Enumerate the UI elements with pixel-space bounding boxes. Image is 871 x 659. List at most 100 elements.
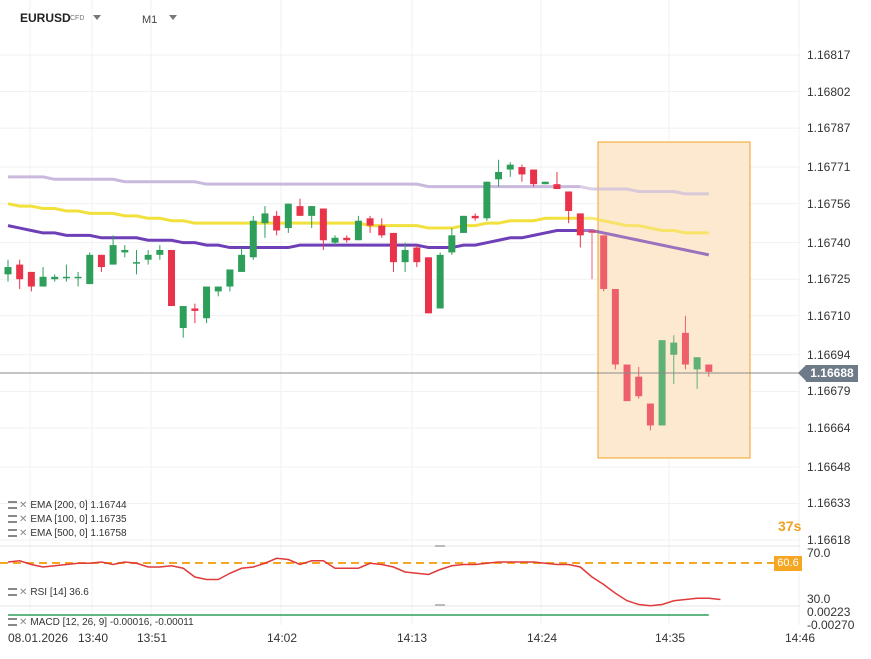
time-tick-label: 13:51: [137, 631, 168, 645]
candle-body: [670, 342, 678, 355]
candle-body: [109, 245, 117, 265]
time-tick-label: 14:13: [397, 631, 428, 645]
remove-icon[interactable]: ✕: [19, 500, 28, 511]
timeframe-selector[interactable]: M1: [142, 14, 158, 26]
candle: [296, 198, 304, 216]
candle-body: [284, 203, 292, 229]
candle: [86, 252, 94, 285]
candle: [401, 242, 409, 272]
candle: [156, 245, 164, 260]
candle: [168, 249, 176, 307]
candle: [518, 164, 526, 182]
candle-body: [39, 276, 47, 287]
candle-body: [576, 213, 584, 236]
candle: [506, 162, 514, 177]
indicator-legend-ema500[interactable]: ✕ EMA [500, 0] 1.16758: [8, 528, 127, 539]
candle-body: [471, 215, 479, 219]
rsi-level-tag: 60.6: [774, 556, 802, 571]
ema100-line: [580, 216, 709, 235]
candle: [62, 264, 70, 282]
indicator-label: EMA [200, 0] 1.16744: [30, 500, 127, 511]
candle: [261, 206, 269, 238]
candle-body: [635, 376, 643, 397]
remove-icon[interactable]: ✕: [19, 587, 28, 598]
candle: [635, 366, 643, 399]
indicator-label: MACD [12, 26, 9] -0.00016, -0.00011: [30, 617, 194, 628]
remove-icon[interactable]: ✕: [19, 528, 28, 539]
ema200-line: [580, 228, 710, 257]
settings-icon[interactable]: [8, 515, 17, 524]
candle: [553, 171, 561, 190]
panel-resize-handle[interactable]: [435, 545, 445, 547]
candle: [541, 181, 549, 185]
symbol-name[interactable]: EURUSD: [20, 11, 71, 25]
candle-body: [132, 262, 140, 264]
candle-body: [389, 232, 397, 263]
candle: [600, 235, 608, 292]
indicator-legend-ema200[interactable]: ✕ EMA [200, 0] 1.16744: [8, 500, 127, 511]
time-tick-label: 14:02: [267, 631, 298, 645]
candle-body: [588, 230, 596, 233]
candle: [331, 235, 339, 246]
panel-resize-handle[interactable]: [435, 604, 445, 606]
candle: [448, 228, 456, 255]
settings-icon[interactable]: [8, 588, 17, 597]
symbol-dropdown-icon[interactable]: [93, 15, 101, 20]
candle: [705, 364, 713, 377]
indicator-legend-ema100[interactable]: ✕ EMA [100, 0] 1.16735: [8, 514, 127, 525]
remove-icon[interactable]: ✕: [19, 617, 28, 628]
candle-body: [191, 308, 199, 311]
timeframe-dropdown-icon[interactable]: [169, 15, 177, 20]
indicator-legend-macd[interactable]: ✕ MACD [12, 26, 9] -0.00016, -0.00011: [8, 617, 194, 628]
candle: [249, 215, 257, 260]
price-tick-label: 1.16756: [807, 196, 851, 211]
highlight-rectangle[interactable]: [597, 141, 751, 459]
settings-icon[interactable]: [8, 501, 17, 510]
price-tick-label: 1.16648: [807, 459, 851, 474]
current-price-arrow-icon: [798, 365, 806, 381]
candle: [495, 159, 503, 187]
candle: [565, 191, 573, 224]
candle-body: [238, 254, 246, 272]
candle: [471, 213, 479, 221]
candle: [109, 235, 117, 265]
ema200-line: [7, 224, 581, 250]
candle-body: [168, 249, 176, 307]
candle-body: [179, 306, 187, 328]
candle: [132, 249, 140, 275]
chart-grid: [0, 0, 800, 625]
candle: [121, 245, 129, 258]
candle: [354, 215, 362, 241]
candle-body: [121, 249, 129, 253]
price-tick-label: 1.16664: [807, 420, 851, 435]
candle-body: [448, 235, 456, 253]
candle-body: [541, 181, 549, 185]
price-tick-label: 1.16618: [807, 533, 851, 547]
candle-body: [343, 237, 351, 241]
candle-body: [16, 264, 24, 280]
settings-icon[interactable]: [8, 529, 17, 538]
candle-body: [565, 191, 573, 211]
ema500-line: [8, 175, 581, 189]
rsi-polyline: [7, 557, 721, 607]
candle: [530, 169, 538, 187]
remove-icon[interactable]: ✕: [19, 514, 28, 525]
time-tick-label: 14:35: [655, 631, 686, 645]
price-tick-label: 1.16817: [807, 48, 851, 62]
candle: [203, 286, 211, 324]
candle-body: [436, 254, 444, 309]
candle-body: [518, 167, 526, 175]
candle: [16, 259, 24, 289]
settings-icon[interactable]: [8, 618, 17, 627]
candle-body: [658, 340, 666, 426]
candle: [343, 235, 351, 243]
candle: [378, 218, 386, 238]
candle-countdown: 37s: [778, 518, 802, 534]
indicator-legend-rsi[interactable]: ✕ RSI [14] 36.6: [8, 587, 89, 598]
candle-body: [354, 220, 362, 241]
candle: [424, 257, 432, 314]
candle: [366, 215, 374, 233]
candle-body: [62, 276, 70, 279]
candle: [27, 271, 35, 292]
